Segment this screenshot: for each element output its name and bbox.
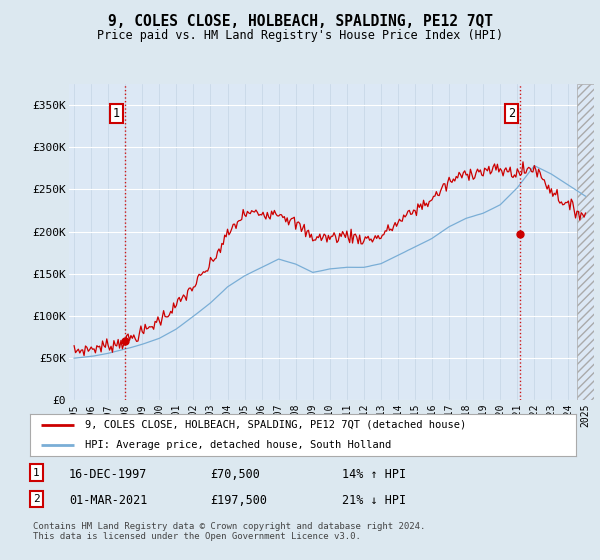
Text: HPI: Average price, detached house, South Holland: HPI: Average price, detached house, Sout…: [85, 440, 391, 450]
Text: 1: 1: [112, 107, 119, 120]
Text: £70,500: £70,500: [210, 468, 260, 480]
Text: 14% ↑ HPI: 14% ↑ HPI: [342, 468, 406, 480]
Text: 2: 2: [508, 107, 515, 120]
Text: Price paid vs. HM Land Registry's House Price Index (HPI): Price paid vs. HM Land Registry's House …: [97, 29, 503, 42]
Text: 1: 1: [33, 468, 40, 478]
Text: 21% ↓ HPI: 21% ↓ HPI: [342, 494, 406, 507]
Text: 9, COLES CLOSE, HOLBEACH, SPALDING, PE12 7QT: 9, COLES CLOSE, HOLBEACH, SPALDING, PE12…: [107, 14, 493, 29]
Bar: [577, 84, 600, 400]
Text: Contains HM Land Registry data © Crown copyright and database right 2024.
This d: Contains HM Land Registry data © Crown c…: [33, 522, 425, 542]
Text: 01-MAR-2021: 01-MAR-2021: [69, 494, 148, 507]
Text: £197,500: £197,500: [210, 494, 267, 507]
Text: 9, COLES CLOSE, HOLBEACH, SPALDING, PE12 7QT (detached house): 9, COLES CLOSE, HOLBEACH, SPALDING, PE12…: [85, 420, 466, 430]
Text: 16-DEC-1997: 16-DEC-1997: [69, 468, 148, 480]
Text: 2: 2: [33, 494, 40, 504]
